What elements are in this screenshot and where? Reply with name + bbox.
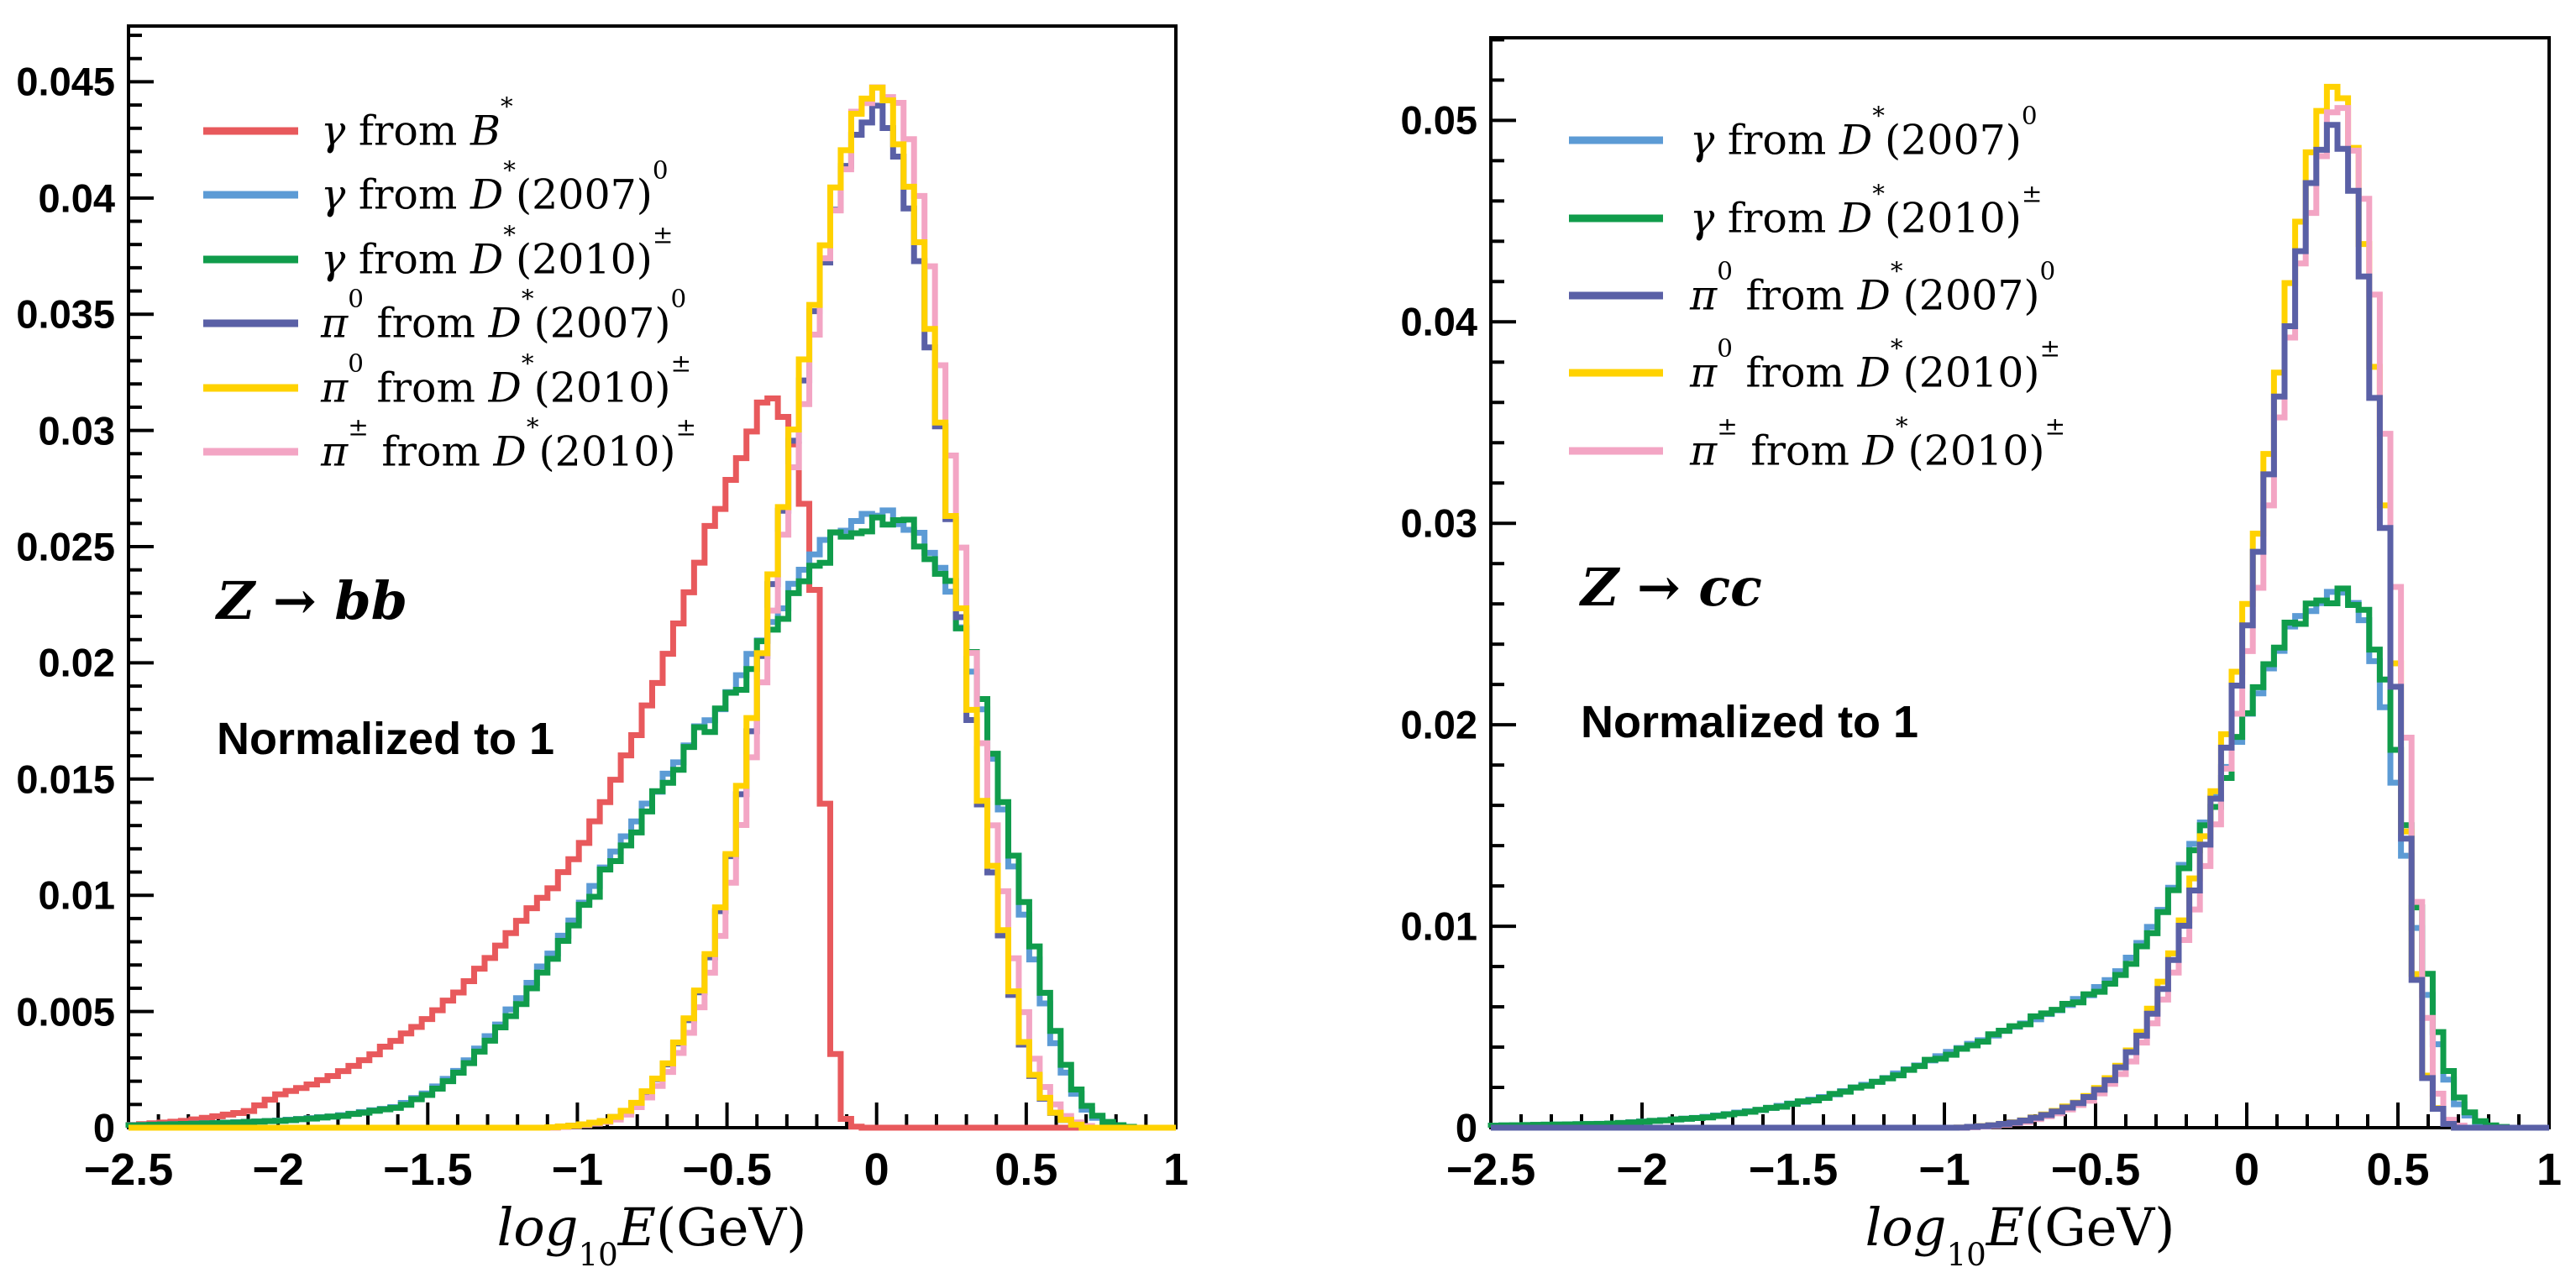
- x-tick-label: −1: [1918, 1144, 1970, 1195]
- x-tick-label: −2.5: [83, 1144, 174, 1195]
- x-tick-label: −2: [252, 1144, 304, 1195]
- x-tick-label: −1.5: [1748, 1144, 1839, 1195]
- x-tick-label: −0.5: [682, 1144, 772, 1195]
- y-tick-label: 0.04: [1400, 299, 1477, 344]
- x-tick-label: 0.5: [2366, 1144, 2430, 1195]
- legend-label-5: π± from D*(2010)±: [321, 412, 697, 476]
- x-tick-label: 1: [2536, 1144, 2563, 1195]
- x-tick-label: 0: [863, 1144, 889, 1195]
- legend-label-4: π± from D*(2010)±: [1690, 411, 2066, 475]
- y-tick-label: 0.035: [16, 291, 115, 337]
- y-tick-label: 0.02: [38, 640, 115, 685]
- y-tick-label: 0.03: [1400, 500, 1477, 546]
- legend-label-0: γ from B*: [321, 92, 513, 155]
- series-curve-2: [1491, 122, 2549, 1131]
- plot-frame: [1489, 36, 2551, 1129]
- y-tick-label: 0.03: [38, 408, 115, 453]
- x-tick-label: 0: [2233, 1144, 2260, 1195]
- y-tick-label: 0.01: [38, 872, 115, 918]
- panel-0: [125, 24, 1178, 1131]
- legend-label-1: γ from D*(2007)0: [321, 155, 669, 219]
- y-tick-label: 0.045: [16, 59, 115, 104]
- y-tick-label: 0.05: [1400, 97, 1477, 143]
- y-tick-label: 0: [92, 1105, 115, 1150]
- series-curve-2: [125, 514, 1176, 1131]
- legend-label-4: π0 from D*(2010)±: [321, 348, 692, 412]
- y-tick-label: 0.01: [1400, 904, 1477, 949]
- legend-label-0: γ from D*(2007)0: [1690, 101, 2038, 165]
- right-panel-annotation: Normalized to 1: [1581, 697, 1919, 747]
- left-panel-annotation: Normalized to 1: [217, 714, 555, 764]
- series-curve-1: [1487, 585, 2549, 1131]
- x-tick-label: 1: [1162, 1144, 1189, 1195]
- series-curve-4: [129, 84, 1176, 1131]
- x-tick-label: 0.5: [994, 1144, 1058, 1195]
- x-tick-label: −0.5: [2050, 1144, 2141, 1195]
- right-panel-title: Z → cc: [1581, 557, 1762, 618]
- legend-label-3: π0 from D*(2010)±: [1690, 333, 2061, 397]
- y-tick-label: 0: [1455, 1105, 1477, 1150]
- y-tick-label: 0.04: [38, 175, 115, 221]
- y-tick-label: 0.02: [1400, 702, 1477, 747]
- plot-frame: [127, 24, 1178, 1129]
- x-tick-label: −2.5: [1445, 1144, 1536, 1195]
- y-tick-label: 0.005: [16, 989, 115, 1034]
- y-tick-label: 0.015: [16, 757, 115, 802]
- legend-label-2: γ from D*(2010)±: [321, 220, 674, 284]
- x-tick-label: −1: [551, 1144, 604, 1195]
- legend-label-2: π0 from D*(2007)0: [1690, 256, 2056, 320]
- x-axis-title: log10E(GeV): [496, 1197, 807, 1273]
- y-tick-label: 0.025: [16, 524, 115, 569]
- series-curve-0: [125, 395, 1176, 1131]
- x-tick-label: −1.5: [382, 1144, 473, 1195]
- legend-label-1: γ from D*(2010)±: [1690, 179, 2043, 243]
- x-axis-title: log10E(GeV): [1865, 1197, 2175, 1273]
- left-panel-title: Z → bb: [217, 570, 408, 631]
- x-tick-label: −2: [1616, 1144, 1668, 1195]
- legend-label-3: π0 from D*(2007)0: [321, 284, 687, 348]
- panel-1: [1487, 36, 2551, 1131]
